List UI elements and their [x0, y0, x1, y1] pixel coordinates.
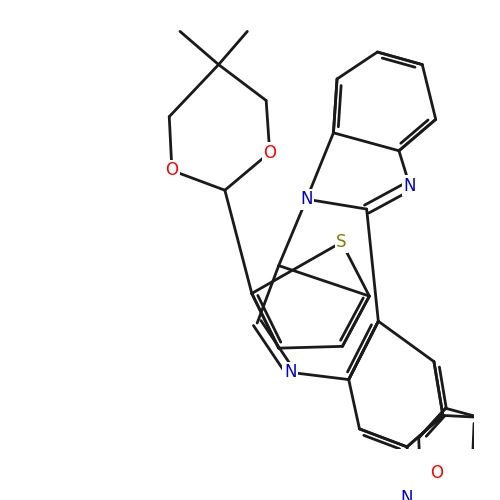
Text: N: N	[401, 489, 413, 500]
Text: N: N	[404, 176, 416, 194]
Text: S: S	[336, 234, 347, 252]
Text: O: O	[430, 464, 443, 482]
Text: N: N	[300, 190, 313, 208]
Text: O: O	[166, 162, 178, 180]
Text: O: O	[263, 144, 276, 162]
Text: N: N	[284, 364, 296, 382]
